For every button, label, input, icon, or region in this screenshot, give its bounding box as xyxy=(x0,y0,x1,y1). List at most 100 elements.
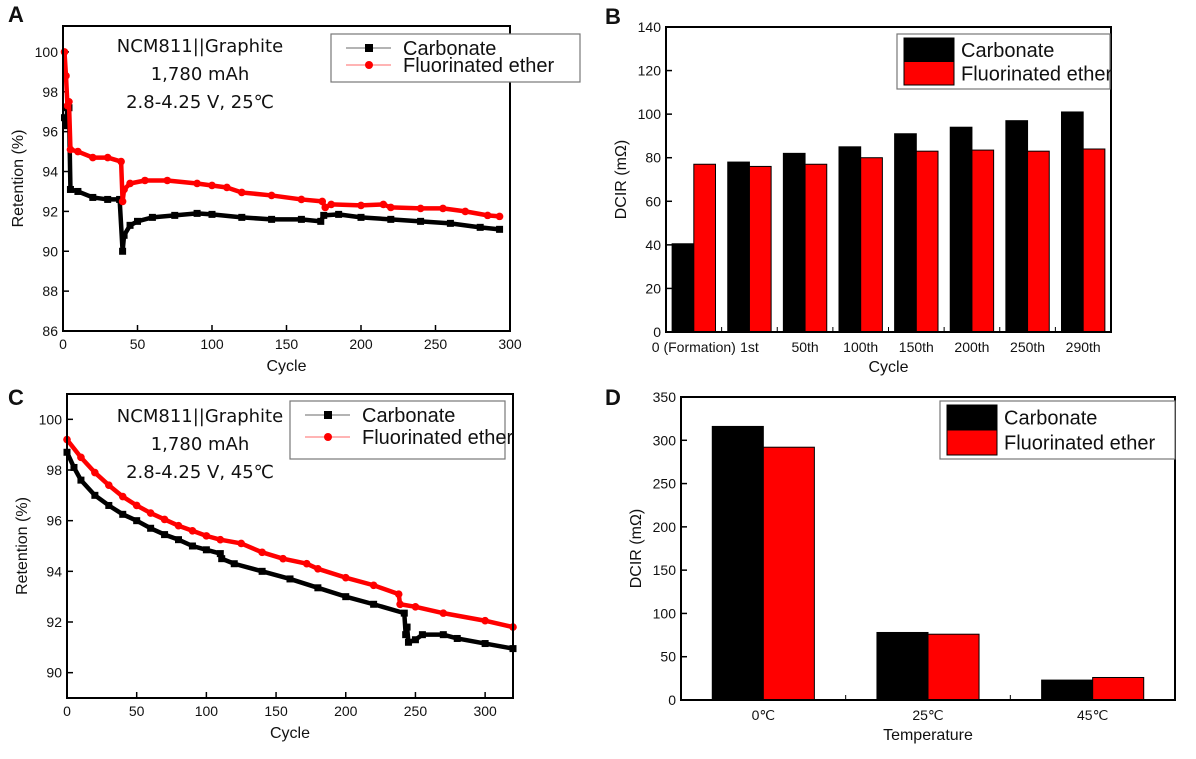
x-tick-label: 300 xyxy=(498,336,522,352)
data-point xyxy=(267,191,276,200)
bar-carbonate xyxy=(711,425,764,701)
data-point xyxy=(218,555,226,563)
data-point xyxy=(91,468,99,477)
data-point xyxy=(476,223,484,231)
data-point xyxy=(318,197,327,206)
data-point xyxy=(439,631,447,639)
data-point xyxy=(70,463,78,471)
bar-fluorinated-ether xyxy=(693,163,717,333)
plot-frame xyxy=(665,26,1112,333)
x-tick-label: 200 xyxy=(334,703,358,719)
data-point xyxy=(89,193,97,201)
legend-label: Carbonate xyxy=(961,40,1054,62)
data-point xyxy=(411,636,419,644)
x-tick-label: 250 xyxy=(424,336,448,352)
data-point xyxy=(120,185,128,194)
y-tick-label: 98 xyxy=(42,84,58,100)
data-point xyxy=(105,501,113,509)
panel-d: D 0 50 100 150 200 250 300 350 DCIR (mΩ) Temperatu… xyxy=(605,385,1176,744)
bar-fluorinated-ether xyxy=(1027,150,1050,333)
data-point xyxy=(258,548,266,557)
data-point xyxy=(208,181,216,190)
data-point xyxy=(314,565,322,573)
legend-marker xyxy=(324,411,332,419)
legend-label: Carbonate xyxy=(1004,408,1097,430)
bar-carbonate xyxy=(1041,679,1094,701)
data-point xyxy=(279,554,287,563)
legend-swatch xyxy=(946,404,998,431)
data-point xyxy=(66,185,74,193)
data-point xyxy=(297,215,305,223)
y-tick-label: 96 xyxy=(46,513,62,529)
data-point xyxy=(202,532,211,540)
annotation-text: NCM811||Graphite xyxy=(117,406,283,427)
data-point xyxy=(327,200,336,209)
y-tick-label: 96 xyxy=(42,124,58,140)
data-point xyxy=(321,203,330,212)
series-line-0 xyxy=(62,105,500,254)
data-point xyxy=(74,147,82,156)
bar-fluorinated-ether xyxy=(748,165,772,333)
x-tick-label: 250 xyxy=(404,703,428,719)
legend-label: Fluorinated ether xyxy=(362,427,514,449)
legend-swatch xyxy=(903,37,955,62)
data-point xyxy=(216,550,224,558)
data-point xyxy=(202,546,210,554)
data-point xyxy=(396,600,404,609)
legend-marker xyxy=(365,44,373,52)
x-tick-label: 150 xyxy=(264,703,288,719)
x-axis-label: Cycle xyxy=(270,725,310,742)
data-point xyxy=(208,210,216,218)
legend-box xyxy=(289,400,506,460)
y-tick-label: 250 xyxy=(653,476,677,492)
y-tick-label: 120 xyxy=(638,63,662,79)
data-point xyxy=(439,609,448,617)
x-tick-label: 50 xyxy=(130,336,146,352)
data-point xyxy=(216,535,225,544)
data-point xyxy=(103,153,112,162)
data-point xyxy=(66,145,75,154)
data-point xyxy=(314,584,322,592)
data-point xyxy=(461,207,470,216)
panel-label: C xyxy=(8,385,24,410)
annotation-text: 2.8-4.25 V, 25℃ xyxy=(126,92,274,113)
data-point xyxy=(302,559,311,568)
legend-swatch xyxy=(903,61,955,86)
annotation-text: 1,780 mAh xyxy=(151,64,250,85)
data-point xyxy=(62,72,70,80)
x-tick-label: 0 xyxy=(59,336,67,352)
x-tick-label: 100 xyxy=(200,336,224,352)
y-tick-label: 100 xyxy=(638,106,662,122)
bar-fluorinated-ether xyxy=(762,446,815,701)
y-axis-label: Retention (%) xyxy=(14,497,31,595)
y-tick-label: 0 xyxy=(668,692,676,708)
data-point xyxy=(65,97,73,106)
data-point xyxy=(297,195,306,204)
y-tick-label: 20 xyxy=(645,280,661,296)
data-point xyxy=(230,560,238,568)
y-tick-label: 100 xyxy=(39,411,63,427)
x-tick-label: 50th xyxy=(791,339,818,355)
x-axis-label: Cycle xyxy=(266,358,306,375)
data-point xyxy=(146,509,155,517)
data-point xyxy=(60,48,69,56)
data-point xyxy=(357,213,365,221)
data-point xyxy=(404,638,412,646)
legend: Carbonate Fluorinated ether xyxy=(939,400,1176,460)
x-axis-label: Cycle xyxy=(868,359,908,376)
legend-label: Fluorinated ether xyxy=(1004,433,1156,455)
data-point xyxy=(453,634,461,642)
data-point xyxy=(481,640,489,648)
data-point xyxy=(161,531,169,539)
data-point xyxy=(126,221,134,229)
panel-label: A xyxy=(8,2,24,27)
panel-a: A 86 88 90 92 94 96 98 100 Retention (%) Cycle 0 50 1… xyxy=(8,2,581,375)
data-point xyxy=(120,231,128,239)
data-point xyxy=(357,201,365,210)
data-point xyxy=(133,517,141,525)
data-point xyxy=(341,573,350,582)
data-point xyxy=(237,539,246,548)
data-point xyxy=(171,211,179,219)
